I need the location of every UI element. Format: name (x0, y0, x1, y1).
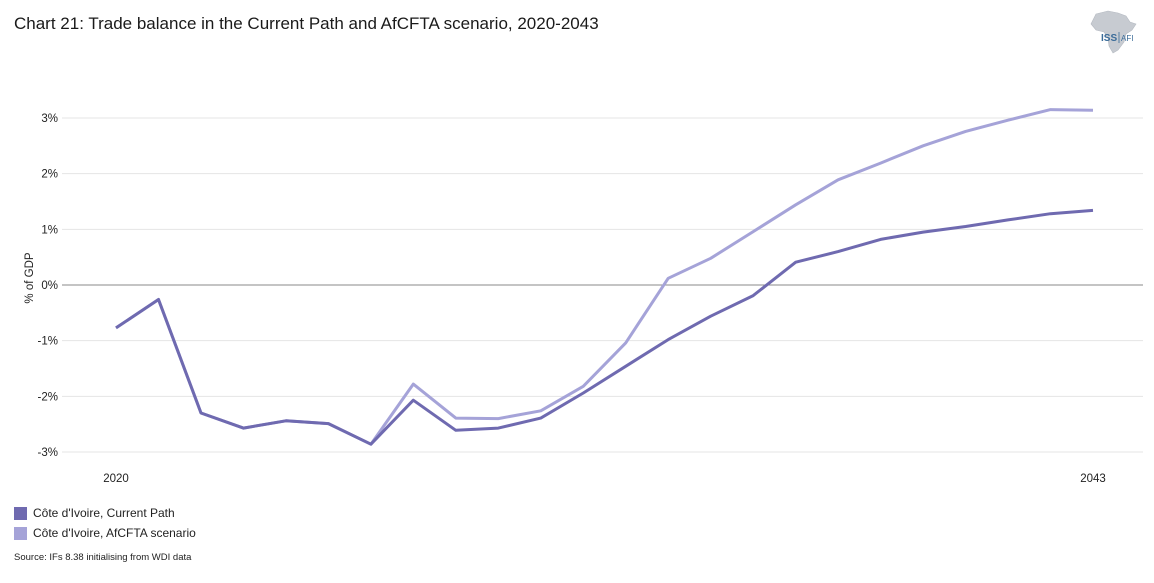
y-tick-label: 1% (41, 224, 58, 236)
legend-label-afcfta: Côte d'Ivoire, AfCFTA scenario (33, 526, 196, 540)
chart-series (115, 108, 1094, 446)
y-tick-label: 3% (41, 113, 58, 125)
legend-item-current-path: Côte d'Ivoire, Current Path (14, 503, 196, 523)
y-tick-label: -2% (38, 391, 58, 403)
source-note: Source: IFs 8.38 initialising from WDI d… (14, 552, 192, 563)
legend-label-current-path: Côte d'Ivoire, Current Path (33, 506, 175, 520)
y-axis-label: % of GDP (24, 252, 36, 303)
iss-afi-logo: ISS AFI (1082, 8, 1142, 56)
y-tick-label: -3% (38, 447, 58, 459)
logo-text-iss: ISS (1101, 33, 1117, 44)
x-tick-label: 2020 (103, 473, 129, 485)
chart-legend: Côte d'Ivoire, Current Path Côte d'Ivoir… (14, 503, 196, 543)
series-line-current-path (115, 208, 1094, 446)
chart-title: Chart 21: Trade balance in the Current P… (14, 14, 599, 33)
legend-swatch-current-path (14, 506, 27, 520)
y-tick-label: 2% (41, 169, 58, 181)
logo-text-afi: AFI (1121, 34, 1133, 43)
y-axis-ticks: -3% -2% -1% 0% 1% 2% 3% (38, 113, 58, 459)
legend-swatch-afcfta (14, 526, 27, 540)
chart-gridlines (62, 117, 1143, 453)
x-tick-label: 2043 (1080, 473, 1106, 485)
x-axis-ticks: 2020 2043 (103, 473, 1106, 485)
y-tick-label: 0% (41, 280, 58, 292)
series-line-afcfta (115, 108, 1094, 446)
africa-map-icon: ISS AFI (1090, 10, 1137, 54)
legend-item-afcfta: Côte d'Ivoire, AfCFTA scenario (14, 523, 196, 543)
y-tick-label: -1% (38, 336, 58, 348)
